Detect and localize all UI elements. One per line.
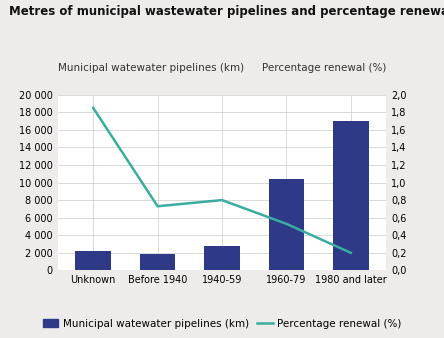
- Bar: [75, 251, 111, 270]
- Legend: Municipal watewater pipelines (km), Percentage renewal (%): Municipal watewater pipelines (km), Perc…: [39, 314, 405, 333]
- Bar: [333, 121, 369, 270]
- Text: Municipal watewater pipelines (km): Municipal watewater pipelines (km): [58, 63, 244, 73]
- Bar: [204, 246, 240, 270]
- Bar: [140, 254, 175, 270]
- Bar: [269, 179, 304, 270]
- Text: Percentage renewal (%): Percentage renewal (%): [262, 63, 386, 73]
- Text: Metres of municipal wastewater pipelines and percentage renewal. 2007: Metres of municipal wastewater pipelines…: [9, 5, 444, 18]
